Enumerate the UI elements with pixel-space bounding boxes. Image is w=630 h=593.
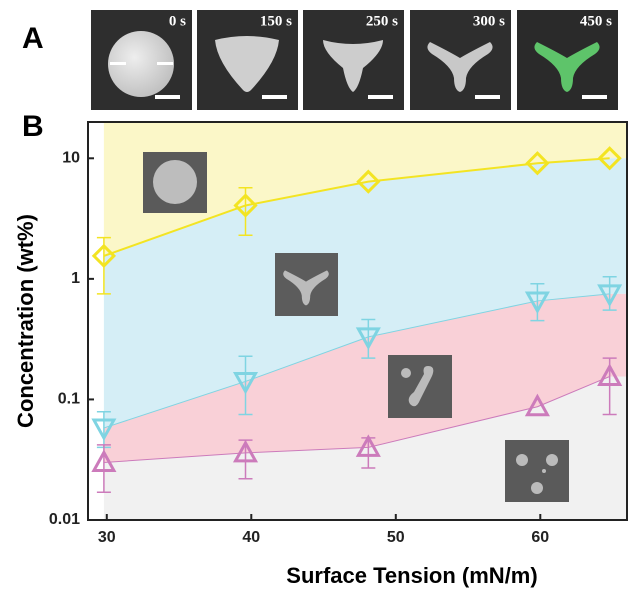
- y-tick-label: 10: [62, 150, 80, 167]
- frame: 450 s: [517, 10, 618, 110]
- y-tick-label: 1: [71, 270, 80, 287]
- frame-label: 150 s: [260, 13, 292, 29]
- x-tick-label: 50: [387, 529, 405, 546]
- x-axis-label: Surface Tension (mN/m): [286, 563, 537, 588]
- inset: [143, 152, 207, 213]
- inset: [275, 253, 338, 316]
- frame-label: 250 s: [366, 13, 398, 29]
- x-tick-label: 30: [98, 529, 116, 546]
- figure: A 0 s 150 s 250 s 300 s 450 s B 30 40 50 60…: [0, 0, 630, 588]
- inset: [505, 440, 569, 502]
- y-tick-label: 0.01: [49, 511, 80, 528]
- y-tick-label: 0.1: [58, 391, 80, 408]
- frame-label: 450 s: [580, 13, 612, 29]
- x-tick-label: 60: [531, 529, 549, 546]
- frame: 250 s: [303, 10, 404, 110]
- x-tick-label: 40: [242, 529, 260, 546]
- inset: [388, 355, 452, 418]
- frame: 150 s: [197, 10, 298, 110]
- frame-label: 0 s: [169, 13, 186, 29]
- panel-label: A: [22, 22, 44, 55]
- frame: 300 s: [410, 10, 511, 110]
- y-axis-label: Concentration (wt%): [13, 214, 38, 428]
- frame-label: 300 s: [473, 13, 505, 29]
- panel-label: B: [22, 110, 44, 143]
- frame: 0 s: [91, 10, 192, 110]
